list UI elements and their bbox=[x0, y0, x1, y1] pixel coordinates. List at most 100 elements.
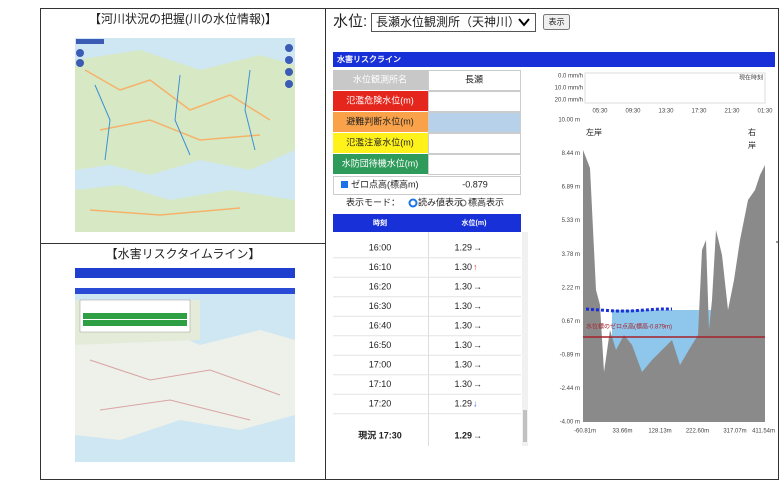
selector-label: 水位: bbox=[333, 13, 367, 30]
show-button[interactable]: 表示 bbox=[544, 15, 570, 30]
trend: → bbox=[473, 379, 482, 389]
current-time: 現況 17:30 bbox=[358, 429, 402, 440]
rain-y-label: 10.0 mm/h bbox=[555, 86, 583, 92]
right-bank: 岸 bbox=[748, 141, 756, 150]
level-label: 水防団待機水位(m) bbox=[342, 157, 419, 168]
table-header: 水位(m) bbox=[462, 218, 487, 227]
trend: ↓ bbox=[473, 398, 478, 408]
cell bbox=[429, 134, 521, 154]
time: 16:50 bbox=[369, 340, 392, 350]
x-label: 411.54m bbox=[752, 429, 775, 435]
y-label: 0.67 m bbox=[562, 319, 580, 325]
level: 1.30 bbox=[454, 379, 472, 389]
trend: → bbox=[473, 359, 482, 369]
map-tool[interactable] bbox=[285, 80, 293, 88]
panel-title: 【河川状況の把握(川の水位情報)】 bbox=[89, 11, 277, 26]
map-badge bbox=[76, 39, 104, 44]
level-label: 避難判断水位(m) bbox=[346, 115, 414, 126]
rain-y-label: 20.0 mm/h bbox=[555, 98, 583, 104]
rain-x-label: 21:30 bbox=[724, 109, 740, 115]
x-label: 128.13m bbox=[648, 429, 671, 435]
zoom-in[interactable] bbox=[76, 49, 84, 57]
y-label: 2.22 m bbox=[562, 285, 580, 291]
button-label[interactable]: 表示 bbox=[549, 17, 565, 27]
river-map[interactable] bbox=[75, 38, 295, 232]
now-label: 現在時刻 bbox=[739, 74, 763, 82]
y-label: 6.89 m bbox=[562, 185, 580, 191]
map-tool[interactable] bbox=[285, 68, 293, 76]
mode-option[interactable]: 標高表示 bbox=[468, 196, 504, 207]
y-label: 10.00 m bbox=[558, 118, 580, 124]
section-title: 水害リスクライン bbox=[336, 54, 401, 64]
cross-section: 10.00 m 8.44 m 6.89 m 5.33 m 3.78 m 2.22 m 0.6… bbox=[558, 118, 775, 435]
level-label: 氾濫危険水位(m) bbox=[346, 94, 414, 105]
time: 16:30 bbox=[369, 301, 392, 311]
y-label: -4.00 m bbox=[560, 420, 580, 426]
rain-x-label: 05:30 bbox=[592, 109, 608, 115]
rain-x-label: 17:30 bbox=[691, 109, 707, 115]
x-label: 33.66m bbox=[612, 429, 632, 435]
y-label: 8.44 m bbox=[562, 151, 580, 157]
timeline-map[interactable] bbox=[75, 268, 295, 462]
table-header: 水位観測所名 bbox=[353, 73, 407, 84]
time: 16:20 bbox=[369, 281, 392, 291]
trend: → bbox=[473, 281, 482, 291]
time: 17:10 bbox=[369, 379, 392, 389]
time: 16:40 bbox=[369, 320, 392, 330]
level: 1.30 bbox=[454, 301, 472, 311]
time: 17:00 bbox=[369, 359, 392, 369]
panel-title: 【水害リスクタイムライン】 bbox=[106, 246, 261, 261]
trend: ↑ bbox=[473, 262, 478, 272]
cell bbox=[429, 92, 521, 112]
page: 【河川状況の把握(川の水位情報)】 【水害リスクタイムライン】 水位: 長瀬水位… bbox=[0, 0, 783, 482]
trend: → bbox=[473, 340, 482, 350]
level: 1.30 bbox=[454, 340, 472, 350]
screenshot: 【河川状況の把握(川の水位情報)】 【水害リスクタイムライン】 水位: 長瀬水位… bbox=[0, 0, 783, 482]
cell bbox=[429, 155, 521, 175]
level: 1.29 bbox=[454, 242, 472, 252]
current-level: 1.29 bbox=[454, 430, 472, 440]
station-select[interactable]: 長瀬水位観測所（天神川） bbox=[372, 14, 536, 32]
level: 1.30 bbox=[454, 320, 472, 330]
time: 16:10 bbox=[369, 262, 392, 272]
time: 17:20 bbox=[369, 398, 392, 408]
time: 16:00 bbox=[369, 242, 392, 252]
table-header: 時刻 bbox=[373, 218, 387, 227]
trend: → bbox=[473, 301, 482, 311]
left-bank: 左岸 bbox=[586, 127, 602, 137]
cell bbox=[429, 113, 521, 133]
y-label: 3.78 m bbox=[562, 252, 580, 258]
app-header bbox=[75, 268, 295, 278]
zero-point-label: ゼロ点高(標高m) bbox=[351, 178, 419, 189]
y-label: 5.33 m bbox=[562, 218, 580, 224]
rain-x-label: 13:30 bbox=[658, 109, 674, 115]
x-label: -60.81m bbox=[574, 429, 596, 435]
checkbox[interactable] bbox=[341, 181, 348, 188]
zoom-out[interactable] bbox=[76, 59, 84, 67]
zero-label: 水位標のゼロ点高(標高-0.879m) bbox=[586, 323, 672, 331]
right-bank: 右 bbox=[748, 127, 756, 137]
app-toolbar bbox=[75, 278, 295, 288]
rain-x-label: 09:30 bbox=[625, 109, 641, 115]
popup-row bbox=[83, 313, 187, 319]
radio-checked[interactable] bbox=[410, 200, 417, 207]
app-tabs bbox=[75, 288, 295, 294]
zero-point-value: -0.879 bbox=[462, 179, 488, 189]
level: 1.29 bbox=[454, 398, 472, 408]
trend: → bbox=[473, 320, 482, 330]
level: 1.30 bbox=[454, 262, 472, 272]
mode-option[interactable]: 読み値表示 bbox=[418, 196, 463, 207]
y-label: -0.89 m bbox=[560, 352, 580, 358]
map-land bbox=[75, 50, 295, 175]
level-label: 氾濫注意水位(m) bbox=[346, 136, 414, 147]
table-header: 長瀬 bbox=[465, 73, 483, 84]
rain-x-label: 01:30 bbox=[757, 109, 773, 115]
map-tool[interactable] bbox=[285, 44, 293, 52]
popup-row bbox=[83, 320, 187, 326]
trend: → bbox=[473, 242, 482, 252]
map-tool[interactable] bbox=[285, 56, 293, 64]
table-header-bar bbox=[333, 214, 521, 232]
rain-y-label: 0.0 mm/h bbox=[558, 74, 583, 80]
level: 1.30 bbox=[454, 359, 472, 369]
scroll-thumb[interactable] bbox=[523, 410, 527, 442]
